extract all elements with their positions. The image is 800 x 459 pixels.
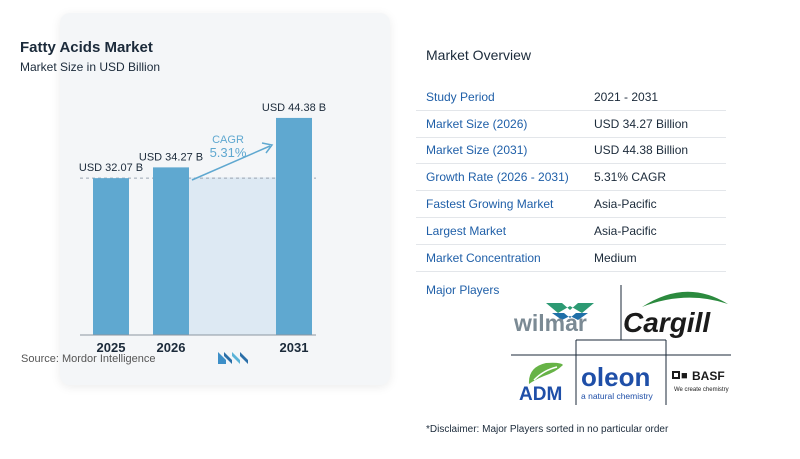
category-label: 2025 bbox=[97, 340, 126, 355]
category-label: 2026 bbox=[157, 340, 186, 355]
bar-value-label: USD 32.07 B bbox=[79, 162, 143, 174]
wilmar-logo-text: wilmar bbox=[513, 310, 587, 336]
cagr-arrow-head bbox=[261, 142, 274, 154]
wilmar-logo: wilmar bbox=[513, 303, 594, 336]
chart-title: Fatty Acids Market bbox=[20, 39, 153, 56]
basf-logo: ■ BASF We create chemistry bbox=[672, 369, 729, 393]
overview-table: Study Period 2021 - 2031 Market Size (2026… bbox=[416, 84, 726, 272]
overview-row: Market Size (2031) USD 44.38 Billion bbox=[416, 138, 726, 165]
bar-2026 bbox=[153, 167, 189, 335]
overview-row-label: Market Size (2031) bbox=[426, 143, 528, 158]
overview-row-value: USD 44.38 Billion bbox=[594, 143, 689, 158]
growth-highlight-area bbox=[189, 177, 276, 335]
overview-row-value: USD 34.27 Billion bbox=[594, 116, 689, 131]
overview-row-label: Largest Market bbox=[426, 223, 507, 238]
svg-text:■: ■ bbox=[681, 370, 688, 382]
overview-row: Market Concentration Medium bbox=[416, 245, 726, 272]
oleon-logo: oleon a natural chemistry bbox=[581, 362, 654, 401]
overview-row-value: Asia-Pacific bbox=[594, 223, 657, 238]
overview-row-value: 2021 - 2031 bbox=[594, 89, 659, 104]
overview-row-label: Market Size (2026) bbox=[426, 116, 528, 131]
source-note: Source: Mordor Intelligence bbox=[21, 353, 156, 365]
bar-value-label: USD 44.38 B bbox=[262, 102, 326, 114]
overview-title: Market Overview bbox=[426, 47, 532, 63]
overview-row-label: Study Period bbox=[426, 89, 495, 104]
bar-2025 bbox=[93, 178, 129, 335]
oleon-logo-text: oleon bbox=[581, 362, 650, 392]
chart-subtitle: Market Size in USD Billion bbox=[20, 60, 161, 74]
overview-row: Study Period 2021 - 2031 bbox=[416, 84, 726, 111]
players-logos: wilmar Cargill ADM oleon a natural chemi… bbox=[511, 285, 731, 405]
bar-value-label: USD 34.27 B bbox=[139, 151, 203, 163]
major-players-title: Major Players bbox=[426, 283, 500, 297]
category-label: 2031 bbox=[280, 340, 309, 355]
bar-2031 bbox=[276, 117, 312, 335]
overview-row-label: Fastest Growing Market bbox=[426, 197, 554, 212]
cagr-label: CAGR bbox=[212, 134, 244, 146]
overview-row-label: Market Concentration bbox=[426, 250, 541, 265]
cagr-arrow bbox=[191, 145, 271, 181]
overview-row: Fastest Growing Market Asia-Pacific bbox=[416, 191, 726, 218]
disclaimer: *Disclaimer: Major Players sorted in no … bbox=[426, 424, 669, 435]
oleon-tagline: a natural chemistry bbox=[581, 391, 654, 401]
overview-row: Growth Rate (2026 - 2031) 5.31% CAGR bbox=[416, 164, 726, 192]
cagr-value: 5.31% bbox=[210, 145, 247, 160]
cargill-logo: Cargill bbox=[623, 291, 728, 338]
adm-logo: ADM bbox=[519, 362, 563, 405]
overview-row-value: Asia-Pacific bbox=[594, 197, 657, 212]
overview-row-value: 5.31% CAGR bbox=[594, 170, 667, 185]
overview-row: Largest Market Asia-Pacific bbox=[416, 218, 726, 245]
bar-chart: USD 32.07 B 2025 USD 34.27 B 2026 USD 44.38 … bbox=[79, 102, 326, 355]
market-overview-panel: Market Overview Study Period 2021 - 2031 M… bbox=[416, 0, 800, 459]
overview-row: Market Size (2026) USD 34.27 Billion bbox=[416, 111, 726, 138]
overview-row-value: Medium bbox=[594, 250, 637, 265]
basf-logo-text: BASF bbox=[692, 369, 725, 383]
mordor-logo-icon bbox=[218, 352, 248, 364]
cargill-logo-text: Cargill bbox=[623, 307, 711, 338]
basf-tagline: We create chemistry bbox=[674, 387, 729, 393]
adm-logo-text: ADM bbox=[519, 384, 562, 405]
overview-row-label: Growth Rate (2026 - 2031) bbox=[426, 170, 569, 185]
